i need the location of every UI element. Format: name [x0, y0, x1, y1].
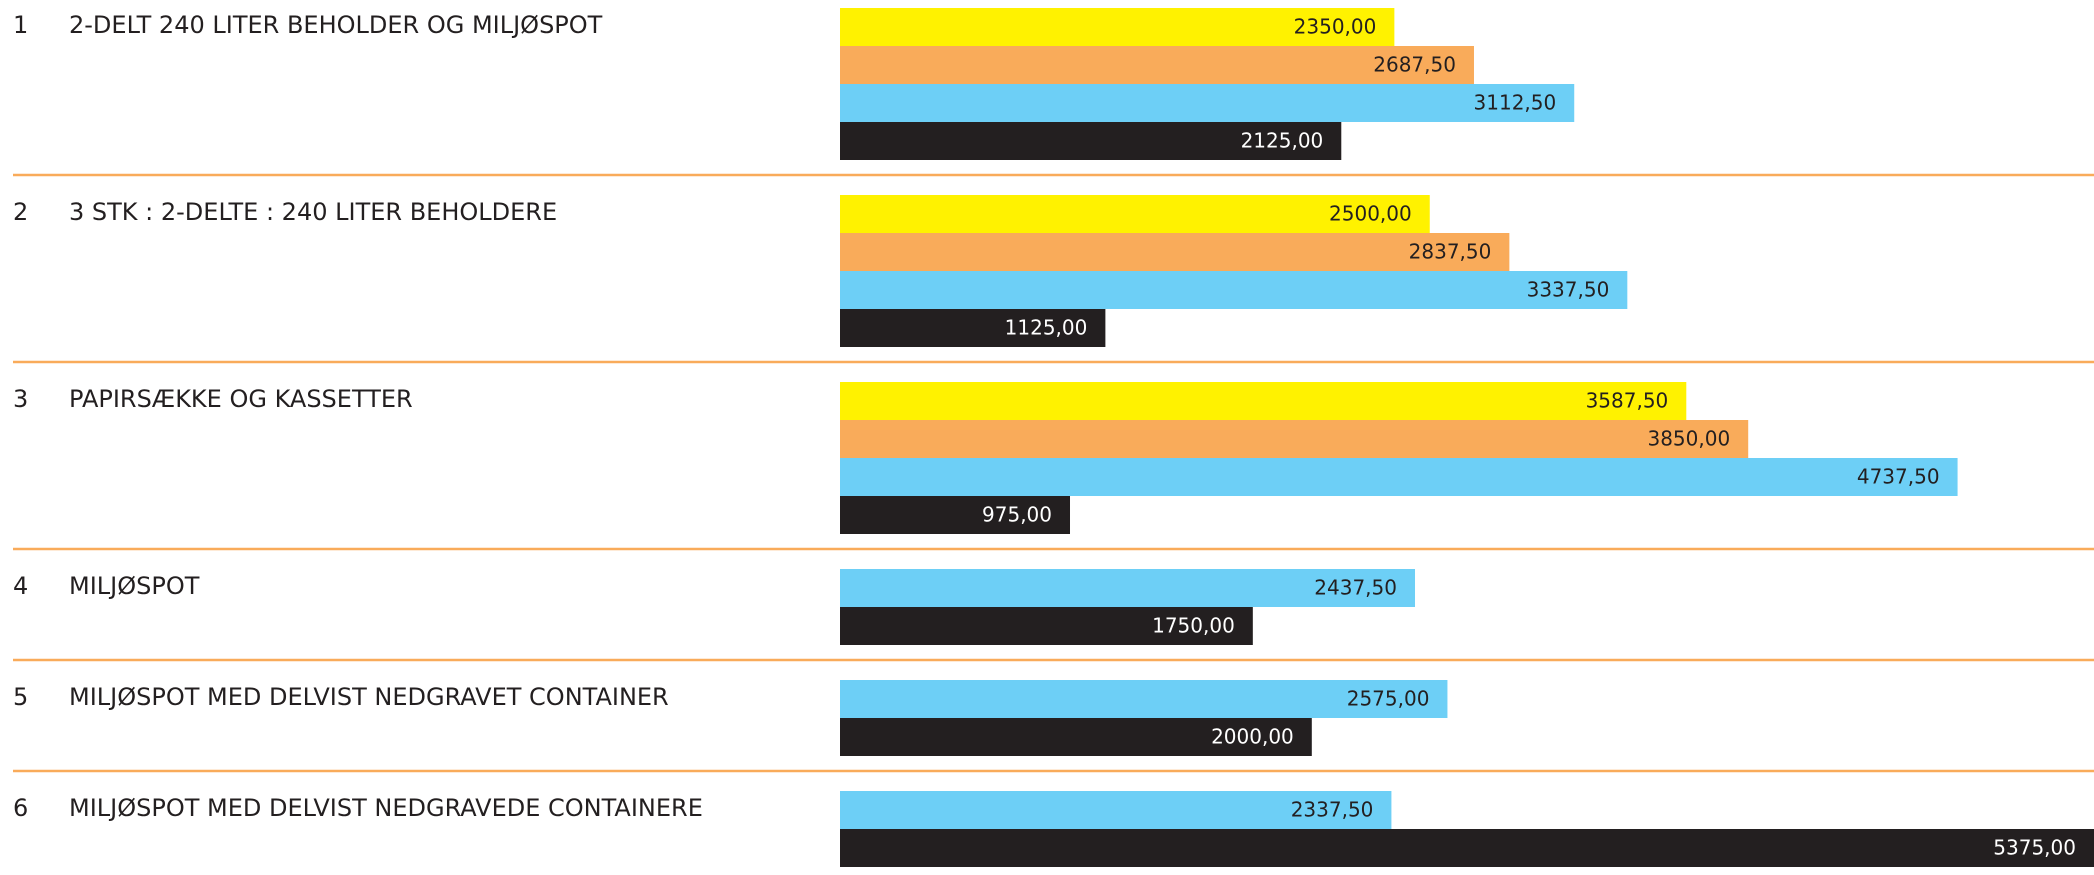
category-label: 3 STK : 2-DELTE : 240 LITER BEHOLDERE [69, 198, 557, 226]
category-label: 2-DELT 240 LITER BEHOLDER OG MILJØSPOT [69, 11, 603, 39]
category-label: MILJØSPOT MED DELVIST NEDGRAVEDE CONTAIN… [69, 794, 703, 822]
value-label: 975,00 [982, 503, 1052, 527]
bar [840, 382, 1687, 420]
bar [840, 458, 1958, 496]
value-label: 2125,00 [1241, 129, 1324, 153]
value-label: 3850,00 [1647, 427, 1730, 451]
bar [840, 680, 1448, 718]
value-label: 3112,50 [1474, 91, 1557, 115]
value-label: 4737,50 [1857, 465, 1940, 489]
value-label: 2350,00 [1294, 15, 1377, 39]
bar [840, 496, 1071, 534]
value-label: 2575,00 [1347, 687, 1430, 711]
category-number: 6 [13, 794, 28, 822]
bar [840, 309, 1106, 347]
bar [840, 195, 1430, 233]
value-label: 2687,50 [1373, 53, 1456, 77]
category-number: 2 [13, 198, 28, 226]
bar [840, 420, 1749, 458]
bar [840, 569, 1416, 607]
category-label: MILJØSPOT [69, 572, 200, 600]
value-label: 1750,00 [1152, 614, 1235, 638]
bar [840, 233, 1510, 271]
value-label: 2337,50 [1291, 798, 1374, 822]
bar [840, 8, 1395, 46]
bar [840, 271, 1628, 309]
value-label: 5375,00 [1993, 836, 2076, 860]
value-label: 1125,00 [1005, 316, 1088, 340]
value-label: 3587,50 [1586, 389, 1669, 413]
value-label: 2437,50 [1314, 576, 1397, 600]
bar [840, 718, 1312, 756]
value-label: 2500,00 [1329, 202, 1412, 226]
value-label: 2000,00 [1211, 725, 1294, 749]
category-number: 4 [13, 572, 28, 600]
category-number: 3 [13, 385, 28, 413]
bar [840, 46, 1474, 84]
value-label: 2837,50 [1409, 240, 1492, 264]
category-number: 1 [13, 11, 28, 39]
bar [840, 791, 1392, 829]
bar [840, 84, 1575, 122]
category-label: PAPIRSÆKKE OG KASSETTER [69, 385, 413, 413]
value-label: 3337,50 [1527, 278, 1610, 302]
bar [840, 607, 1253, 645]
category-number: 5 [13, 683, 28, 711]
bar [840, 829, 2094, 867]
category-label: MILJØSPOT MED DELVIST NEDGRAVET CONTAINE… [69, 683, 669, 711]
bar [840, 122, 1342, 160]
